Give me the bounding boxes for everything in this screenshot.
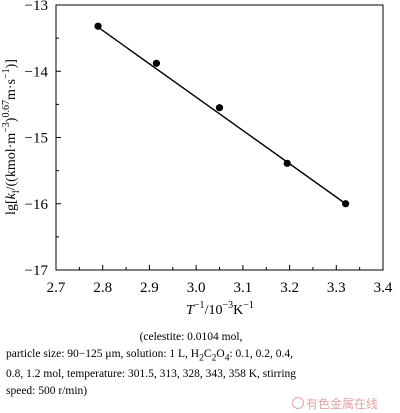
caption-line-2: particle size: 90−125 μm, solution: 1 L,…	[6, 348, 294, 364]
x-tick-label: 2.9	[140, 280, 159, 296]
data-point	[342, 200, 350, 208]
scatter-chart: 2.7 2.8 2.9 3.0 3.1 3.2 3.3 3.4 −13 −14 −15 −16 −17…	[1, 0, 393, 318]
x-tick-label: 3.3	[327, 280, 346, 296]
x-tick-label: 2.8	[93, 280, 112, 296]
watermark-logo-icon	[292, 397, 304, 409]
y-axis-ticks	[56, 4, 61, 271]
caption-line-1: (celestite: 0.0104 mol,	[139, 331, 243, 343]
y-tick-label: −13	[25, 0, 48, 14]
y-axis-tick-labels: −13 −14 −15 −16 −17	[25, 0, 49, 279]
caption-line-4: speed: 500 r/min)	[6, 385, 88, 398]
caption-line-3: 0.8, 1.2 mol, temperature: 301.5, 313, 3…	[6, 368, 297, 381]
x-tick-label: 3.1	[233, 280, 252, 296]
x-axis-ticks	[55, 265, 384, 270]
x-tick-label: 3.4	[374, 280, 393, 296]
trend-line	[99, 28, 347, 205]
y-tick-label: −16	[25, 197, 49, 213]
x-tick-label: 3.2	[280, 280, 299, 296]
data-point	[215, 104, 224, 112]
x-axis-tick-labels: 2.7 2.8 2.9 3.0 3.1 3.2 3.3 3.4	[47, 280, 393, 296]
y-axis-title: lg[kl/((kmol·m−3)0.67m·s−1)]	[1, 59, 22, 215]
x-axis-title: T−1/10−3K−1	[186, 300, 254, 318]
data-series	[94, 22, 350, 208]
data-point	[94, 22, 102, 30]
watermark-text: 有色金属在线	[306, 397, 379, 411]
data-point	[283, 159, 291, 167]
watermark: 有色金属在线	[292, 395, 378, 412]
plot-frame	[55, 4, 384, 271]
x-tick-label: 3.0	[187, 280, 206, 296]
y-tick-label: −14	[25, 64, 49, 80]
x-tick-label: 2.7	[47, 280, 66, 296]
y-tick-label: −15	[25, 131, 48, 147]
y-tick-label: −17	[25, 263, 49, 279]
data-point	[152, 59, 161, 67]
figure-caption: (celestite: 0.0104 mol, particle size: 9…	[6, 329, 396, 400]
